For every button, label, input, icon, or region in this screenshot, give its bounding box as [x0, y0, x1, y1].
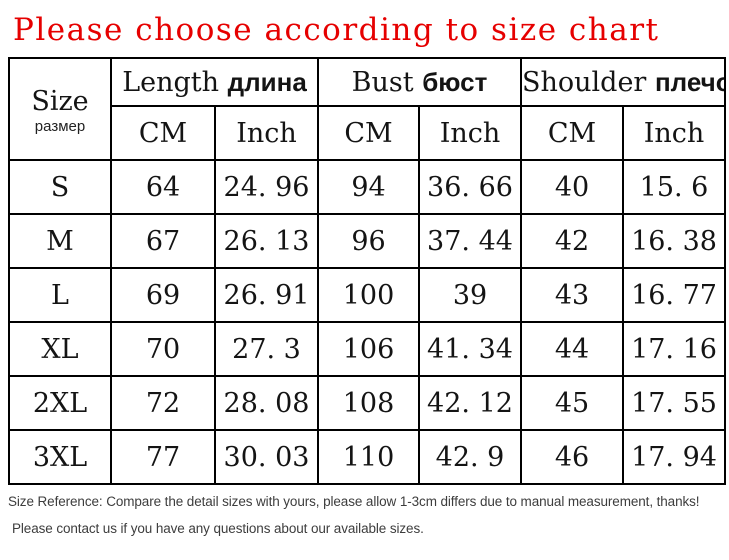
bust-cm-cell: 96 [317, 213, 420, 269]
header-row-units: CM Inch CM Inch CM Inch [9, 105, 727, 161]
shoulder-inch-cell: 16. 38 [621, 213, 727, 269]
shoulder-inch-cell: 17. 16 [621, 321, 727, 377]
table-row-2xl: 2XL 72 28. 08 108 42. 12 45 17. 55 [8, 375, 727, 431]
shoulder-cm-cell: 42 [520, 213, 624, 269]
bust-cm-cell: 110 [317, 429, 420, 485]
shoulder-cm-cell: 43 [520, 267, 624, 323]
size-cell: L [8, 267, 112, 323]
shoulder-inch-cell: 17. 55 [621, 375, 727, 431]
length-header-cell: Length длина [110, 57, 319, 107]
length-inch-cell: 26. 13 [214, 213, 319, 269]
length-inch-cell: 30. 03 [214, 429, 319, 485]
table-row-3xl: 3XL 77 30. 03 110 42. 9 46 17. 94 [8, 429, 727, 485]
size-header-cell: Size размер [8, 57, 112, 161]
bust-header-en: Bust [351, 66, 414, 98]
length-cm-cell: 72 [110, 375, 216, 431]
length-header-ru: длина [227, 66, 307, 97]
size-header-ru: размер [34, 117, 86, 135]
bust-inch-cell: 42. 9 [418, 429, 522, 485]
bust-inch-cell: 39 [418, 267, 522, 323]
bust-cm-cell: 106 [317, 321, 420, 377]
length-cm-cell: 77 [110, 429, 216, 485]
length-inch-header: Inch [214, 105, 319, 161]
length-header-en: Length [122, 66, 220, 98]
length-cm-cell: 67 [110, 213, 216, 269]
bust-header-cell: Bust бюст [317, 57, 522, 107]
size-header-en: Size [31, 85, 89, 117]
length-inch-cell: 27. 3 [214, 321, 319, 377]
bust-header-ru: бюст [422, 66, 488, 97]
size-reference-note: Size Reference: Compare the detail sizes… [8, 494, 700, 509]
length-cm-header: CM [110, 105, 216, 161]
page-title: Please choose according to size chart [13, 12, 660, 48]
bust-inch-cell: 41. 34 [418, 321, 522, 377]
bust-cm-cell: 108 [317, 375, 420, 431]
bust-cm-cell: 94 [317, 159, 420, 215]
shoulder-cm-cell: 40 [520, 159, 624, 215]
length-cm-cell: 64 [110, 159, 216, 215]
shoulder-cm-cell: 45 [520, 375, 624, 431]
size-cell: 2XL [8, 375, 112, 431]
length-inch-cell: 28. 08 [214, 375, 319, 431]
size-cell: XL [8, 321, 112, 377]
length-cm-cell: 70 [110, 321, 216, 377]
table-row-s: S 64 24. 96 94 36. 66 40 15. 6 [8, 159, 727, 215]
shoulder-inch-cell: 16. 77 [621, 267, 727, 323]
bust-inch-cell: 42. 12 [418, 375, 522, 431]
bust-inch-cell: 37. 44 [418, 213, 522, 269]
shoulder-header-cell: Shoulder плечо [519, 57, 727, 107]
contact-note: Please contact us if you have any questi… [12, 521, 424, 536]
shoulder-header-en: Shoulder [522, 66, 647, 98]
shoulder-inch-cell: 17. 94 [621, 429, 727, 485]
length-inch-cell: 24. 96 [214, 159, 319, 215]
length-cm-cell: 69 [110, 267, 216, 323]
shoulder-cm-cell: 44 [520, 321, 624, 377]
bust-cm-cell: 100 [317, 267, 420, 323]
bust-cm-header: CM [317, 105, 420, 161]
size-chart-table: Size размер Length длина Bust бюст Shoul… [8, 57, 727, 485]
header-row-groups: Size размер Length длина Bust бюст Shoul… [8, 57, 727, 161]
length-inch-cell: 26. 91 [214, 267, 319, 323]
shoulder-inch-cell: 15. 6 [621, 159, 727, 215]
size-cell: 3XL [8, 429, 112, 485]
table-row-m: M 67 26. 13 96 37. 44 42 16. 38 [8, 213, 727, 269]
shoulder-header-ru: плечо [654, 66, 726, 97]
table-row-l: L 69 26. 91 100 39 43 16. 77 [8, 267, 727, 323]
size-cell: M [8, 213, 112, 269]
table-row-xl: XL 70 27. 3 106 41. 34 44 17. 16 [8, 321, 727, 377]
shoulder-inch-header: Inch [621, 105, 727, 161]
shoulder-cm-cell: 46 [520, 429, 624, 485]
bust-inch-cell: 36. 66 [418, 159, 522, 215]
size-cell: S [8, 159, 112, 215]
bust-inch-header: Inch [418, 105, 522, 161]
shoulder-cm-header: CM [520, 105, 624, 161]
